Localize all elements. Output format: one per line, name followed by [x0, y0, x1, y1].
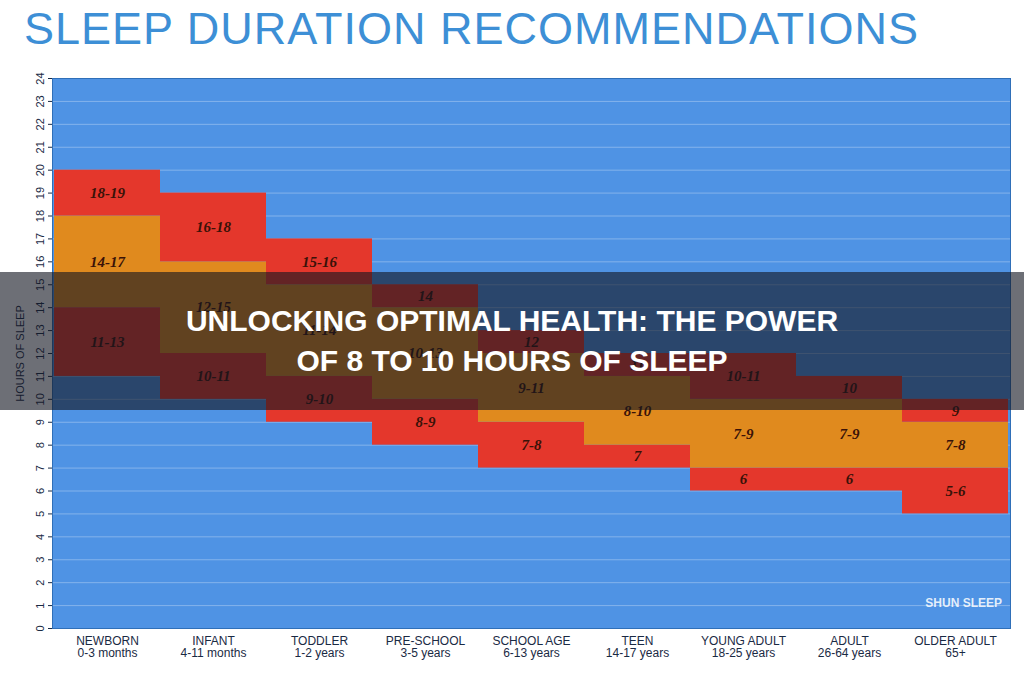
svg-text:24: 24: [34, 72, 46, 84]
svg-text:11: 11: [630, 357, 644, 373]
svg-text:9-11: 9-11: [518, 380, 545, 396]
svg-text:13: 13: [34, 324, 46, 336]
svg-text:3: 3: [34, 557, 46, 563]
svg-text:2: 2: [34, 580, 46, 586]
svg-text:7-8: 7-8: [946, 437, 966, 453]
svg-text:14: 14: [34, 302, 46, 314]
svg-text:6: 6: [846, 471, 854, 487]
svg-text:9: 9: [34, 419, 46, 425]
svg-text:10-11: 10-11: [196, 368, 230, 384]
svg-text:INFANT4-11 months: INFANT4-11 months: [181, 634, 247, 660]
svg-text:10: 10: [34, 393, 46, 405]
svg-text:TEEN14-17 years: TEEN14-17 years: [606, 634, 669, 660]
svg-text:6: 6: [740, 471, 748, 487]
svg-text:14: 14: [418, 288, 434, 304]
svg-text:15: 15: [34, 279, 46, 291]
svg-text:17: 17: [34, 233, 46, 245]
svg-text:7-8: 7-8: [522, 437, 542, 453]
svg-text:TODDLER1-2 years: TODDLER1-2 years: [291, 634, 348, 660]
svg-text:PRE-SCHOOL3-5 years: PRE-SCHOOL3-5 years: [386, 634, 466, 660]
svg-text:10-13: 10-13: [408, 345, 443, 361]
svg-text:SCHOOL AGE6-13 years: SCHOOL AGE6-13 years: [492, 634, 570, 660]
svg-text:16-18: 16-18: [196, 219, 231, 235]
svg-text:0: 0: [34, 625, 46, 631]
svg-text:18: 18: [34, 210, 46, 222]
svg-text:7-9: 7-9: [734, 426, 754, 442]
svg-text:YOUNG ADULT18-25 years: YOUNG ADULT18-25 years: [701, 634, 787, 660]
svg-text:16: 16: [34, 256, 46, 268]
svg-text:8-10: 8-10: [624, 403, 652, 419]
svg-text:22: 22: [34, 118, 46, 130]
svg-text:10: 10: [842, 380, 858, 396]
svg-text:12: 12: [524, 334, 540, 350]
svg-text:11: 11: [34, 371, 46, 382]
svg-text:NEWBORN0-3 months: NEWBORN0-3 months: [76, 634, 139, 660]
svg-text:15-16: 15-16: [302, 254, 337, 270]
svg-text:8-9: 8-9: [416, 414, 436, 430]
svg-text:ADULT26-64 years: ADULT26-64 years: [818, 634, 881, 660]
svg-text:11-13: 11-13: [90, 334, 125, 350]
svg-text:5: 5: [34, 511, 46, 517]
svg-text:7-9: 7-9: [840, 426, 860, 442]
svg-text:HOURS OF SLEEP: HOURS OF SLEEP: [14, 305, 26, 402]
svg-text:10-11: 10-11: [726, 368, 760, 384]
svg-text:OLDER ADULT65+: OLDER ADULT65+: [914, 634, 997, 660]
svg-text:6: 6: [34, 488, 46, 494]
svg-text:1: 1: [34, 603, 46, 609]
svg-text:8: 8: [34, 442, 46, 448]
svg-text:20: 20: [34, 164, 46, 176]
svg-text:12: 12: [34, 347, 46, 359]
svg-text:18-19: 18-19: [90, 185, 125, 201]
svg-text:9-10: 9-10: [306, 391, 334, 407]
svg-text:21: 21: [34, 141, 46, 153]
svg-text:23: 23: [34, 95, 46, 107]
svg-text:5-6: 5-6: [946, 483, 966, 499]
svg-text:7: 7: [634, 448, 642, 464]
svg-text:7: 7: [34, 465, 46, 471]
svg-text:9: 9: [952, 403, 960, 419]
svg-text:4: 4: [34, 534, 46, 540]
svg-text:14-17: 14-17: [90, 254, 125, 270]
svg-text:19: 19: [34, 187, 46, 199]
svg-text:11-14: 11-14: [302, 322, 337, 338]
svg-text:12-15: 12-15: [196, 299, 231, 315]
